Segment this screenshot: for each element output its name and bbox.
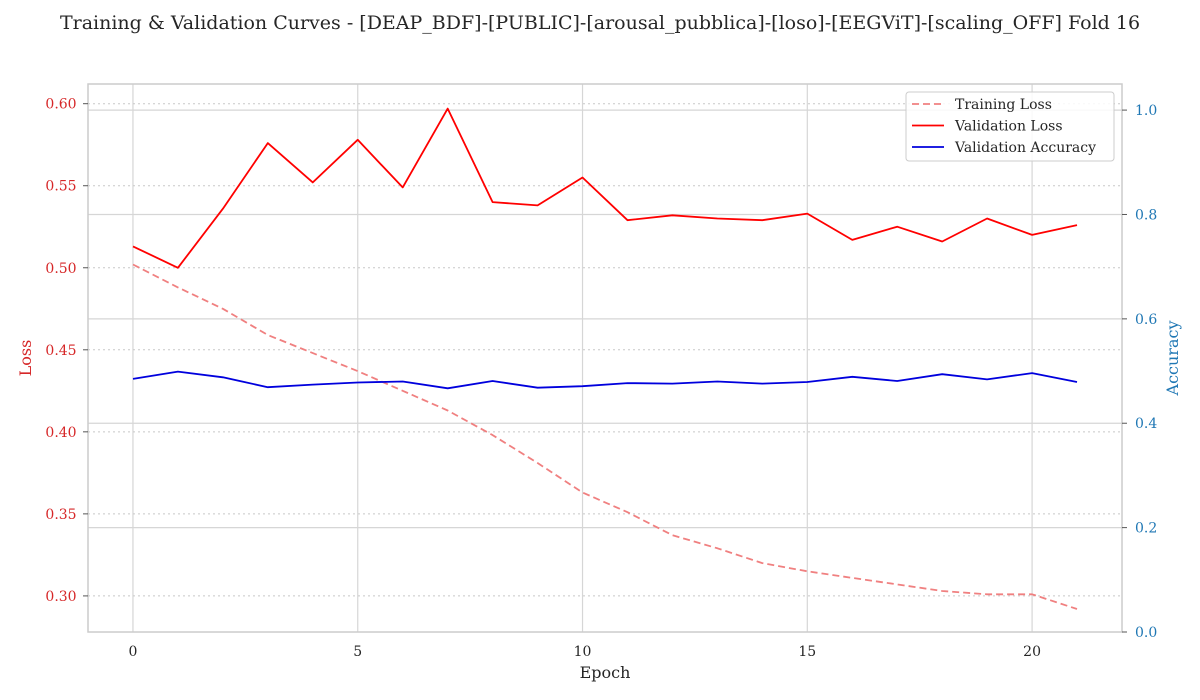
y-right-tick-label: 0.0: [1135, 625, 1157, 641]
plot-frame: [87, 83, 1123, 633]
y-axis-left-label: Loss: [16, 340, 35, 377]
y-left-tick-label: 0.50: [45, 261, 76, 277]
y-right-tick-label: 0.2: [1135, 521, 1157, 537]
y-left-tick-label: 0.40: [45, 425, 76, 441]
y-right-tick-label: 0.6: [1135, 312, 1157, 328]
y-left-tick-label: 0.30: [45, 589, 76, 605]
legend-box: [905, 91, 1115, 162]
x-tick-label: 15: [798, 644, 816, 660]
legend-label-validation-loss: Validation Loss: [954, 119, 1063, 135]
x-tick-label: 5: [353, 644, 362, 660]
y-left-tick-label: 0.60: [45, 97, 76, 113]
grid-layer: [88, 84, 1122, 632]
y-left-tick-label: 0.35: [45, 507, 76, 523]
y-axis-right-label: Accuracy: [1163, 321, 1182, 397]
chart-title: Training & Validation Curves - [DEAP_BDF…: [60, 12, 1140, 34]
x-tick-label: 20: [1023, 644, 1041, 660]
legend-items: Training Loss Validation Loss Validation A…: [912, 97, 1096, 156]
series-layer: [132, 107, 1078, 610]
y-right-tick-label: 0.8: [1135, 207, 1157, 223]
series-line-validation-accuracy: [132, 370, 1078, 390]
series-line-validation-loss: [132, 107, 1078, 269]
y-left-tick-label: 0.45: [45, 343, 76, 359]
legend: Training Loss Validation Loss Validation A…: [905, 91, 1115, 162]
legend-label-validation-accuracy: Validation Accuracy: [954, 140, 1096, 156]
ticks-layer: 0 5 10 15 20 0.0 0.2 0.4 0.6 0.8 1.0 0.30 0.35 0.40 0.…: [45, 97, 1157, 660]
legend-label-training-loss: Training Loss: [955, 97, 1052, 113]
x-axis-label: Epoch: [580, 663, 631, 682]
x-tick-label: 10: [574, 644, 592, 660]
y-left-tick-label: 0.55: [45, 179, 76, 195]
y-right-tick-label: 0.4: [1135, 416, 1157, 432]
x-tick-label: 0: [128, 644, 137, 660]
series-line-training-loss: [132, 263, 1078, 610]
y-right-tick-label: 1.0: [1135, 103, 1157, 119]
